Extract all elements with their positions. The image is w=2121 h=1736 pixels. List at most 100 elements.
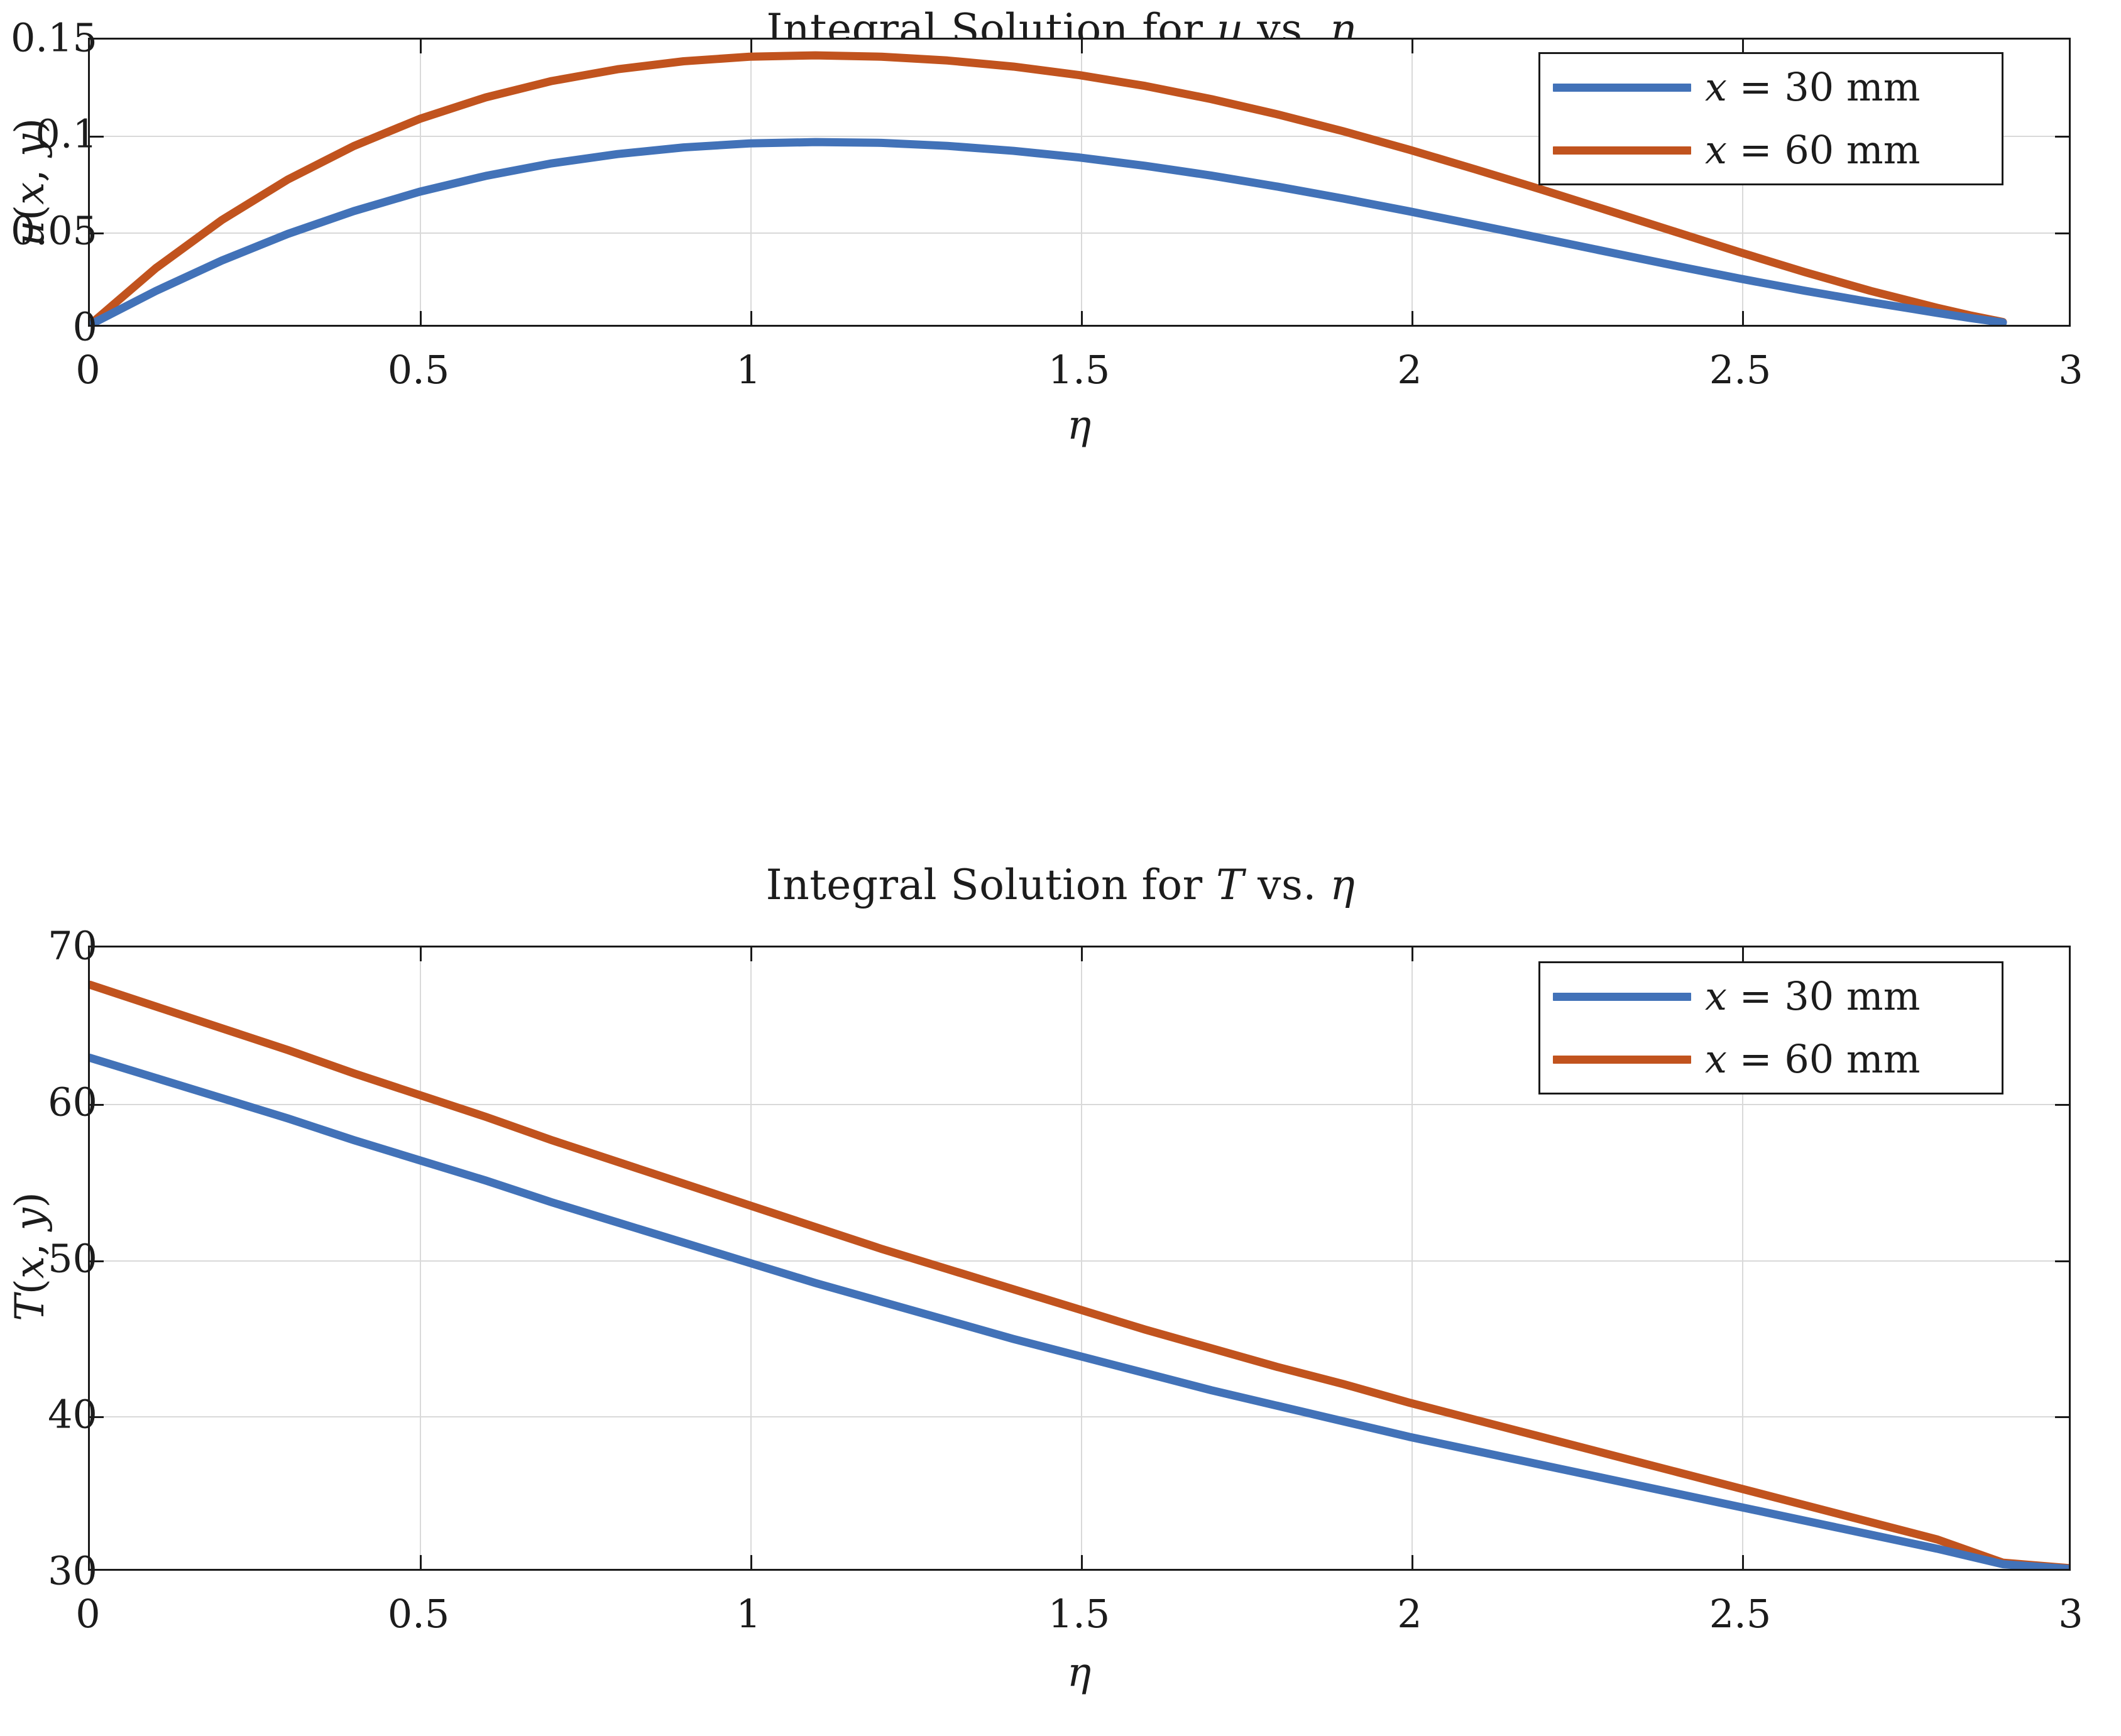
legend-item-x30[interactable]: x = 30 mm: [1553, 64, 1985, 111]
legend-rest-x30: = 30 mm: [1726, 973, 1921, 1019]
legend-label-x60: x = 60 mm: [1705, 131, 1921, 170]
xtick-mark: [420, 40, 422, 53]
legend-item-x60[interactable]: x = 60 mm: [1553, 127, 1985, 173]
legend-rest-x60: = 60 mm: [1726, 1036, 1921, 1082]
ytick-mark: [2055, 136, 2069, 138]
xtick-label-2: 2: [1397, 347, 1422, 393]
gridline-h: [90, 1260, 2069, 1262]
legend-item-x30[interactable]: x = 30 mm: [1553, 973, 1985, 1020]
curve-x30-T: [90, 1058, 2069, 1569]
gridline-v: [420, 40, 421, 325]
plot-area-u: x = 30 mm x = 60 mm: [88, 38, 2071, 327]
xtick-label-1.5: 1.5: [1048, 347, 1110, 393]
ytick-mark: [2055, 1260, 2069, 1262]
legend-swatch-x30: [1553, 83, 1691, 92]
xtick-label-1.5: 1.5: [1048, 1591, 1110, 1637]
title-prefix-T: Integral Solution for: [765, 861, 1217, 909]
yaxis-fn-T: T: [7, 1294, 53, 1321]
title-eta-T: η: [1330, 861, 1356, 909]
xtick-mark: [750, 1555, 752, 1569]
gridline-v: [420, 947, 421, 1569]
ytick-mark: [2055, 1416, 2069, 1418]
curves-T: [90, 947, 2069, 1569]
xtick-label-1: 1: [736, 347, 761, 393]
xtick-mark: [1411, 311, 1413, 325]
yaxis-label-u: u(x, y): [7, 118, 53, 246]
yaxis-comma-T: ,: [7, 1230, 53, 1257]
xtick-label-0: 0: [75, 1591, 101, 1637]
yaxis-open-T: (: [7, 1279, 53, 1295]
legend-var-x: x: [1705, 1036, 1727, 1082]
ytick-label-0.1: 0.1: [35, 111, 97, 157]
ytick-mark: [90, 136, 104, 138]
xtick-label-2: 2: [1397, 1591, 1422, 1637]
legend-u[interactable]: x = 30 mm x = 60 mm: [1538, 52, 2003, 185]
legend-label-x60: x = 60 mm: [1705, 1040, 1921, 1079]
gridline-v: [750, 40, 752, 325]
legend-item-x60[interactable]: x = 60 mm: [1553, 1036, 1985, 1083]
legend-rest-x60: = 60 mm: [1726, 127, 1921, 173]
xtick-mark: [1742, 947, 1744, 961]
curve-x60-u: [90, 55, 2003, 325]
xtick-mark: [750, 311, 752, 325]
yaxis-comma-u: ,: [7, 156, 53, 182]
gridline-v: [1081, 40, 1082, 325]
xtick-mark: [1411, 947, 1413, 961]
ytick-mark: [90, 1416, 104, 1418]
chart-u-vs-eta: Integral Solution for u vs. η: [0, 0, 2121, 842]
gridline-h: [90, 232, 2069, 234]
xtick-mark: [1742, 311, 1744, 325]
yaxis-x-T: x: [7, 1256, 53, 1279]
gridline-h: [90, 1416, 2069, 1417]
ytick-label-40: 40: [48, 1391, 97, 1438]
xaxis-label-T: η: [1066, 1649, 1092, 1696]
chart-T-vs-eta: Integral Solution for T vs. η: [0, 842, 2121, 1736]
yaxis-label-T: T(x, y): [7, 1192, 53, 1321]
gridline-v: [1742, 947, 1743, 1569]
yaxis-close-u: ): [7, 117, 53, 134]
ytick-mark: [90, 232, 104, 234]
xtick-mark: [1081, 947, 1083, 961]
legend-label-x30: x = 30 mm: [1705, 977, 1921, 1016]
yaxis-y-T: y: [7, 1208, 53, 1231]
ytick-label-60: 60: [48, 1079, 97, 1125]
gridline-h: [90, 136, 2069, 137]
legend-var-x: x: [1705, 973, 1727, 1019]
ytick-label-0.15: 0.15: [10, 14, 97, 61]
xtick-mark: [1081, 1555, 1083, 1569]
gridline-v: [1411, 947, 1413, 1569]
gridline-v: [750, 947, 752, 1569]
legend-swatch-x30: [1553, 992, 1691, 1001]
title-symbol-T: T: [1216, 861, 1244, 909]
curve-x30-u: [90, 142, 2003, 325]
ytick-mark: [90, 1104, 104, 1106]
gridline-v: [1411, 40, 1413, 325]
ytick-label-0.05: 0.05: [10, 207, 97, 254]
xtick-label-2.5: 2.5: [1709, 1591, 1772, 1637]
xtick-mark: [1411, 40, 1413, 53]
ytick-label-50: 50: [48, 1235, 97, 1282]
xtick-mark: [1742, 40, 1744, 53]
yaxis-close-T: ): [7, 1192, 53, 1208]
xtick-label-2.5: 2.5: [1709, 347, 1772, 393]
legend-var-x: x: [1705, 64, 1727, 110]
curves-u: [90, 40, 2069, 325]
xtick-mark: [750, 40, 752, 53]
title-middle-T: vs.: [1244, 861, 1330, 909]
xtick-mark: [1411, 1555, 1413, 1569]
xtick-mark: [1081, 40, 1083, 53]
curve-x60-T: [90, 985, 2069, 1568]
xtick-label-0: 0: [75, 347, 101, 393]
xtick-mark: [750, 947, 752, 961]
xtick-label-3: 3: [2058, 1591, 2083, 1637]
legend-T[interactable]: x = 30 mm x = 60 mm: [1538, 961, 2003, 1095]
xtick-label-0.5: 0.5: [387, 347, 450, 393]
xtick-label-3: 3: [2058, 347, 2083, 393]
ytick-mark: [90, 1260, 104, 1262]
gridline-v: [1081, 947, 1082, 1569]
yaxis-x-u: x: [7, 182, 53, 205]
ytick-label-0: 0: [72, 303, 97, 350]
xtick-mark: [420, 947, 422, 961]
xtick-mark: [1742, 1555, 1744, 1569]
